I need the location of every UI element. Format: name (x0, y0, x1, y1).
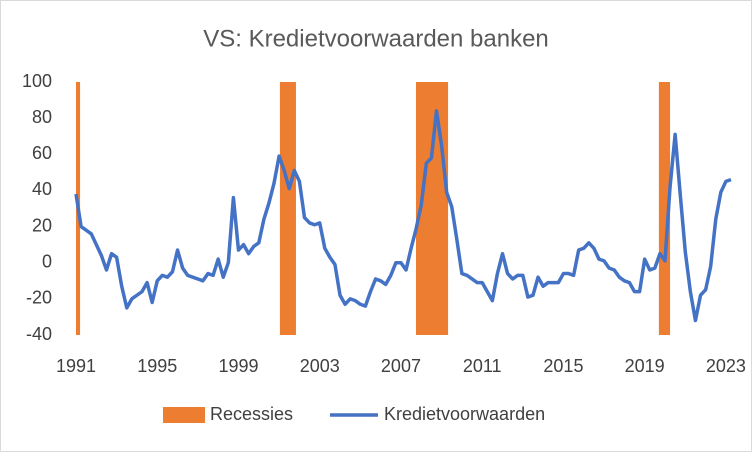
y-tick-label: -40 (26, 324, 52, 344)
x-tick-label: 2019 (625, 356, 665, 376)
plot-area: -40 -20 0 20 40 60 80 100 1991 1995 1999 2003 2007 20… (22, 71, 746, 424)
legend-label: Kredietvoorwaarden (384, 404, 545, 424)
recession-band (279, 82, 296, 335)
y-tick-label: 40 (32, 179, 52, 199)
series-line (74, 109, 732, 323)
y-tick-label: 80 (32, 107, 52, 127)
y-tick-label: 0 (42, 251, 52, 271)
recession-band (658, 82, 671, 335)
chart-title: VS: Kredietvoorwaarden banken (203, 25, 549, 52)
legend-swatch (163, 407, 205, 423)
legend-label: Recessies (210, 404, 293, 424)
x-tick-label: 2023 (706, 356, 746, 376)
y-tick-label: 60 (32, 143, 52, 163)
y-tick-label: 20 (32, 215, 52, 235)
x-tick-label: 1995 (137, 356, 177, 376)
x-tick-label: 2003 (300, 356, 340, 376)
x-tick-label: 1991 (56, 356, 96, 376)
x-tick-label: 2011 (463, 356, 502, 376)
x-tick-label: 2007 (381, 356, 421, 376)
y-tick-label: 100 (22, 71, 52, 91)
y-tick-label: -20 (26, 288, 52, 308)
x-tick-label: 2015 (543, 356, 583, 376)
x-tick-label: 1999 (218, 356, 258, 376)
